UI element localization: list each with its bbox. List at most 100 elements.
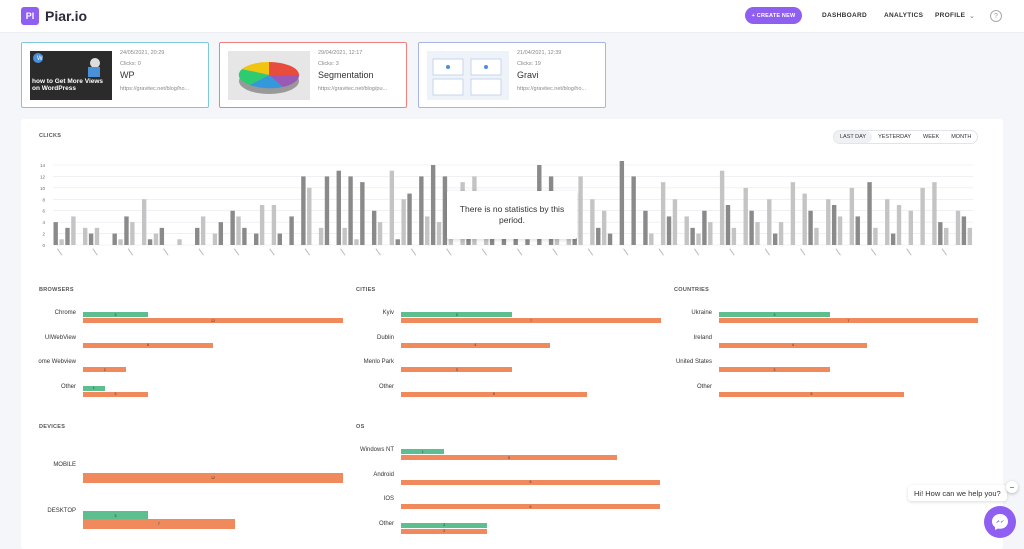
total-bar[interactable]: 2 xyxy=(401,528,488,534)
total-bar[interactable]: 6 xyxy=(401,479,660,485)
unique-bar[interactable]: 1 xyxy=(83,385,105,391)
chart-bar[interactable] xyxy=(153,233,159,245)
unique-bar[interactable]: 1 xyxy=(401,449,445,454)
chart-bar[interactable] xyxy=(395,239,400,245)
chart-bar[interactable] xyxy=(873,227,878,245)
chart-bar[interactable] xyxy=(200,216,206,245)
chart-bar[interactable] xyxy=(230,210,235,245)
nav-analytics[interactable]: ANALYTICS xyxy=(884,12,924,19)
period-yesterday[interactable]: YESTERDAY xyxy=(878,134,911,140)
total-bar[interactable]: 12 xyxy=(83,473,343,483)
total-bar[interactable]: 2 xyxy=(83,367,127,372)
chart-bar[interactable] xyxy=(212,233,218,245)
total-bar[interactable]: 12 xyxy=(83,318,343,323)
chart-bar[interactable] xyxy=(377,222,383,245)
chart-bar[interactable] xyxy=(767,199,772,245)
chart-bar[interactable] xyxy=(631,176,636,245)
period-last-day[interactable]: LAST DAY xyxy=(834,131,873,143)
chart-bar[interactable] xyxy=(607,233,613,245)
chart-bar[interactable] xyxy=(672,199,678,245)
chart-bar[interactable] xyxy=(778,222,784,245)
chart-bar[interactable] xyxy=(938,222,943,245)
chart-bar[interactable] xyxy=(277,233,282,245)
unique-bar[interactable]: 2 xyxy=(401,522,488,528)
messenger-chat-button[interactable] xyxy=(984,506,1016,538)
chart-bar[interactable] xyxy=(743,187,748,245)
chart-bar[interactable] xyxy=(814,227,819,245)
chart-bar[interactable] xyxy=(53,222,58,245)
total-bar[interactable]: 6 xyxy=(401,504,660,509)
chart-bar[interactable] xyxy=(124,216,129,245)
chart-bar[interactable] xyxy=(348,176,353,245)
chart-bar[interactable] xyxy=(525,239,530,245)
chart-bar[interactable] xyxy=(218,222,224,245)
chart-bar[interactable] xyxy=(177,239,182,245)
nav-profile[interactable]: PROFILE xyxy=(935,12,966,19)
chart-bar[interactable] xyxy=(389,170,395,245)
chart-bar[interactable] xyxy=(436,222,442,245)
chart-bar[interactable] xyxy=(755,222,760,245)
chart-bar[interactable] xyxy=(955,210,961,245)
chart-bar[interactable] xyxy=(643,210,648,245)
chart-bar[interactable] xyxy=(82,227,88,245)
chart-bar[interactable] xyxy=(324,176,330,245)
help-icon[interactable]: ? xyxy=(990,10,1002,22)
chart-bar[interactable] xyxy=(696,233,701,245)
chart-bar[interactable] xyxy=(419,176,424,245)
chat-minimize-icon[interactable]: − xyxy=(1006,481,1018,493)
chart-bar[interactable] xyxy=(289,216,294,245)
chart-bar[interactable] xyxy=(354,239,359,245)
campaign-card-gravi[interactable]: 21/04/2021, 12:39 Clicks: 19 Gravi https… xyxy=(418,42,606,108)
total-bar[interactable]: 4 xyxy=(401,342,550,348)
chart-bar[interactable] xyxy=(360,182,365,245)
chart-bar[interactable] xyxy=(867,182,872,245)
chart-bar[interactable] xyxy=(94,227,100,245)
chart-bar[interactable] xyxy=(790,182,796,245)
chart-bar[interactable] xyxy=(442,176,448,245)
chart-bar[interactable] xyxy=(195,227,200,245)
chart-bar[interactable] xyxy=(307,187,312,245)
chart-bar[interactable] xyxy=(596,227,601,245)
chart-bar[interactable] xyxy=(59,239,64,245)
card-url[interactable]: https://gravitec.net/blog/ho... xyxy=(120,86,190,92)
chart-bar[interactable] xyxy=(749,210,754,245)
create-new-button[interactable]: + CREATE NEW xyxy=(745,7,802,24)
chart-bar[interactable] xyxy=(71,216,76,245)
chart-bar[interactable] xyxy=(301,176,306,245)
total-bar[interactable]: 7 xyxy=(83,519,235,529)
chart-bar[interactable] xyxy=(808,210,813,245)
chart-bar[interactable] xyxy=(336,170,341,245)
chart-bar[interactable] xyxy=(725,205,731,245)
chart-bar[interactable] xyxy=(849,187,855,245)
total-bar[interactable]: 3 xyxy=(719,367,830,372)
unique-bar[interactable]: 3 xyxy=(401,312,513,317)
chart-bar[interactable] xyxy=(601,210,607,245)
chart-bar[interactable] xyxy=(254,233,259,245)
card-url[interactable]: https://gravitec.net/blog/ho... xyxy=(517,86,587,92)
total-bar[interactable]: 5 xyxy=(401,455,617,460)
chart-bar[interactable] xyxy=(65,227,70,245)
chart-bar[interactable] xyxy=(908,210,914,245)
chart-bar[interactable] xyxy=(708,222,713,245)
chart-bar[interactable] xyxy=(371,210,377,245)
chart-bar[interactable] xyxy=(159,227,165,245)
chart-bar[interactable] xyxy=(271,205,277,245)
total-bar[interactable]: 3 xyxy=(83,391,148,397)
period-week[interactable]: WEEK xyxy=(923,134,940,140)
chart-bar[interactable] xyxy=(826,199,831,245)
chevron-down-icon[interactable]: ⌄ xyxy=(969,13,975,20)
total-bar[interactable]: 4 xyxy=(719,342,867,348)
total-bar[interactable]: 3 xyxy=(401,367,513,372)
chart-bar[interactable] xyxy=(666,216,672,245)
campaign-card-segmentation[interactable]: 29/04/2021, 12:17 Clicks: 3 Segmentation… xyxy=(219,42,407,108)
chart-bar[interactable] xyxy=(425,216,430,245)
unique-bar[interactable]: 3 xyxy=(83,511,148,521)
total-bar[interactable]: 6 xyxy=(83,342,213,348)
chart-bar[interactable] xyxy=(837,216,843,245)
chart-bar[interactable] xyxy=(401,199,406,245)
chat-prompt[interactable]: Hi! How can we help you? xyxy=(908,485,1007,501)
chart-bar[interactable] xyxy=(649,233,654,245)
chart-bar[interactable] xyxy=(802,193,807,245)
total-bar[interactable]: 5 xyxy=(719,391,904,397)
unique-bar[interactable]: 3 xyxy=(719,312,830,317)
